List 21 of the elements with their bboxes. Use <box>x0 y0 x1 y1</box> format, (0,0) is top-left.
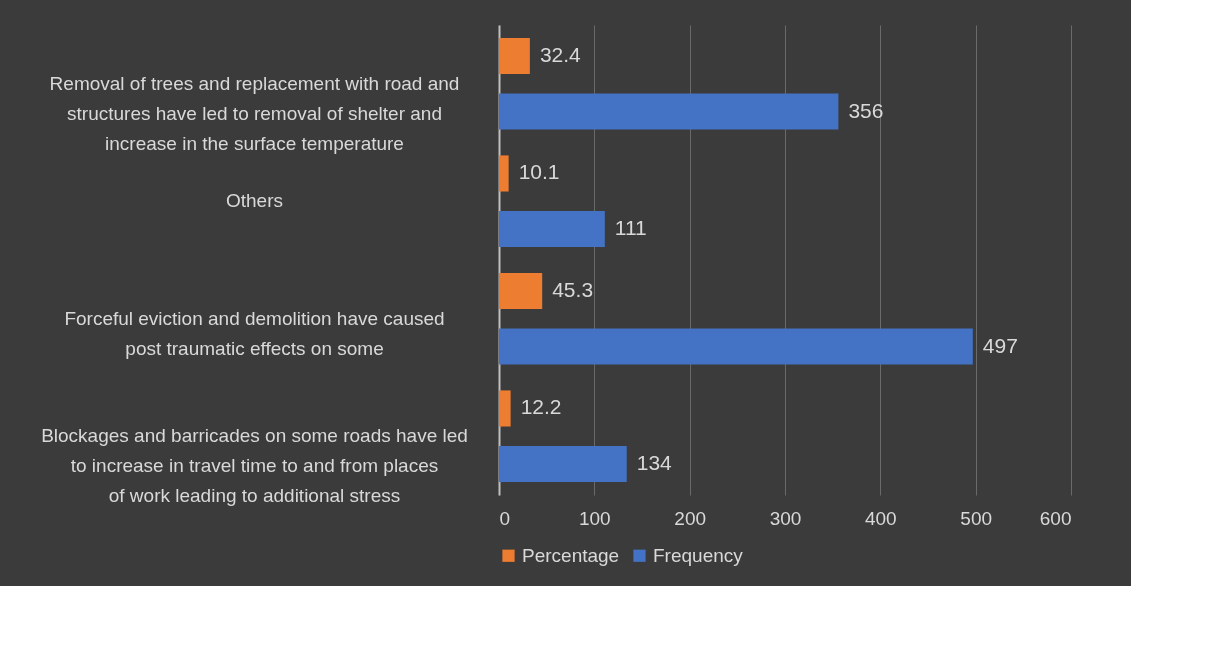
x-tick-label: 200 <box>674 507 707 529</box>
x-tick-label: 500 <box>960 507 993 529</box>
y-tick-label: Blockages and barricades on some roads have led to increase in travel time to and from places of work leading to additional stress <box>41 425 468 507</box>
y-tick-label: Others <box>225 190 284 212</box>
data-label: 10.1 <box>518 160 560 184</box>
y-tick-label: Removal of trees and replacement with road and structures have led to removal of shelter and increase in the surface temperature <box>49 72 460 154</box>
x-tick-label: 600 <box>1039 507 1072 529</box>
y-tick-label: Forceful eviction and demolition have caused post traumatic effects on some <box>64 307 445 359</box>
data-label: 497 <box>982 333 1018 357</box>
data-label: 45.3 <box>552 277 594 301</box>
data-label: 111 <box>614 216 647 240</box>
x-tick-label: 300 <box>769 507 802 529</box>
data-label: 32.4 <box>539 42 582 66</box>
x-tick-label: 100 <box>578 507 611 529</box>
data-label: 356 <box>848 98 884 122</box>
data-label: 134 <box>636 451 673 475</box>
legend-label: Frequency <box>653 544 744 566</box>
x-tick-label: 400 <box>864 507 897 529</box>
x-tick-label: 0 <box>499 507 511 529</box>
legend-label: Percentage <box>522 544 620 566</box>
data-label: 12.2 <box>520 395 562 419</box>
